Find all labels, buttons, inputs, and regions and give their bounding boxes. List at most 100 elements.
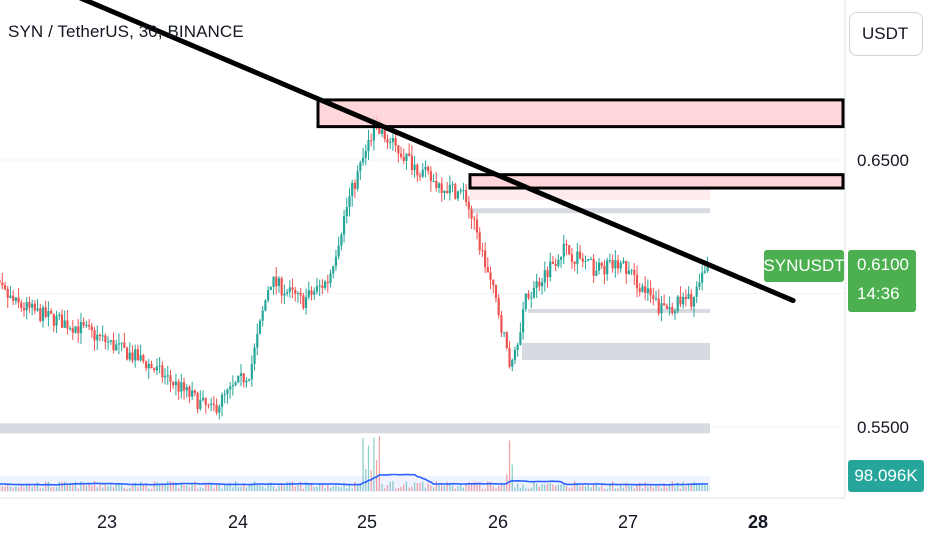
volume-bar — [15, 486, 17, 491]
volume-bar — [134, 482, 136, 491]
candle-body — [478, 232, 481, 251]
candle-body — [139, 355, 142, 361]
volume-bar — [492, 486, 494, 491]
candle-body — [294, 289, 297, 294]
last-price-value: 0.6100 — [857, 255, 909, 274]
volume-bar — [593, 484, 595, 491]
candle-body — [703, 271, 706, 273]
candle-body — [17, 297, 20, 303]
volume-bar — [546, 483, 549, 491]
candle-body — [652, 295, 655, 300]
candle-body — [701, 272, 704, 283]
candle-body — [136, 349, 140, 361]
candle-body — [144, 361, 148, 369]
volume-bar — [449, 483, 451, 491]
candle-body — [353, 182, 357, 189]
volume-bar — [85, 485, 87, 491]
candle-body — [77, 326, 80, 334]
volume-bar — [508, 440, 511, 491]
volume-bar — [275, 488, 277, 491]
volume-bar — [226, 484, 229, 491]
candle-body — [283, 293, 286, 296]
support-level — [522, 342, 710, 360]
candle-body — [348, 196, 351, 208]
volume-bar — [552, 484, 554, 491]
volume-bar — [104, 484, 106, 491]
volume-bar — [424, 487, 427, 491]
candle-body — [676, 296, 679, 312]
candle-body — [543, 270, 546, 283]
volume-bar — [58, 481, 60, 491]
volume-bar — [438, 484, 440, 491]
candle-body — [226, 389, 229, 395]
volume-bar — [373, 437, 375, 491]
candle-body — [188, 386, 191, 397]
volume-bar — [685, 486, 687, 491]
candle-body — [562, 243, 565, 257]
candle-body — [191, 390, 194, 397]
volume-bar — [517, 483, 519, 491]
candle-body — [633, 270, 636, 275]
candle-body — [315, 286, 319, 292]
volume-bar — [126, 488, 128, 491]
volume-bar — [283, 486, 285, 491]
candle-body — [291, 287, 294, 290]
volume-bar — [682, 481, 684, 491]
volume-bar — [538, 486, 540, 491]
volume-bar — [264, 488, 267, 491]
volume-bar — [346, 488, 348, 491]
volume-bar — [636, 484, 638, 491]
candle-body — [109, 340, 112, 342]
volume-bar — [240, 486, 242, 491]
volume-bar — [218, 483, 220, 491]
candle-body — [234, 382, 237, 386]
symbol-badge: SYNUSDT — [763, 250, 845, 282]
candle-body — [646, 288, 649, 294]
volume-bar — [644, 482, 646, 491]
volume-bar — [584, 486, 587, 491]
currency-button[interactable]: USDT — [849, 12, 923, 56]
volume-bar — [153, 481, 155, 491]
volume-bar — [66, 483, 68, 491]
candle-body — [690, 294, 693, 307]
volume-bar — [384, 488, 386, 491]
volume-bar — [137, 487, 139, 491]
volume-bar — [563, 483, 565, 491]
candle-body — [497, 298, 500, 316]
volume-bar — [693, 481, 695, 491]
candle-body — [587, 259, 590, 261]
volume-bar — [441, 485, 443, 491]
candle-body — [695, 286, 698, 297]
candle-body — [614, 260, 617, 269]
candle-body — [394, 138, 397, 146]
volume-bar — [495, 488, 497, 491]
volume-bar — [525, 487, 527, 491]
date-tick-label: 26 — [487, 512, 509, 532]
volume-bar — [324, 488, 326, 491]
volume-bar — [221, 488, 223, 491]
candle-body — [361, 157, 365, 163]
volume-bar — [161, 485, 163, 491]
candle-body — [131, 352, 134, 361]
candle-body — [446, 190, 449, 194]
candle-body — [158, 365, 161, 367]
candle-body — [383, 129, 386, 140]
volume-bar — [668, 483, 671, 491]
volume-bar — [603, 488, 606, 491]
volume-bar — [194, 481, 196, 491]
volume-bar — [253, 481, 256, 491]
volume-bar — [172, 481, 174, 491]
volume-bar — [99, 484, 101, 491]
volume-bar — [243, 484, 245, 491]
volume-bar — [196, 488, 199, 491]
volume-bar — [308, 484, 310, 491]
candle-body — [269, 286, 272, 291]
volume-bar — [704, 484, 706, 491]
candle-body — [625, 261, 628, 274]
candle-body — [218, 406, 221, 413]
candle-body — [364, 151, 367, 158]
candle-body — [166, 375, 169, 377]
volume-bar — [498, 485, 500, 491]
volume-bar — [248, 483, 250, 491]
